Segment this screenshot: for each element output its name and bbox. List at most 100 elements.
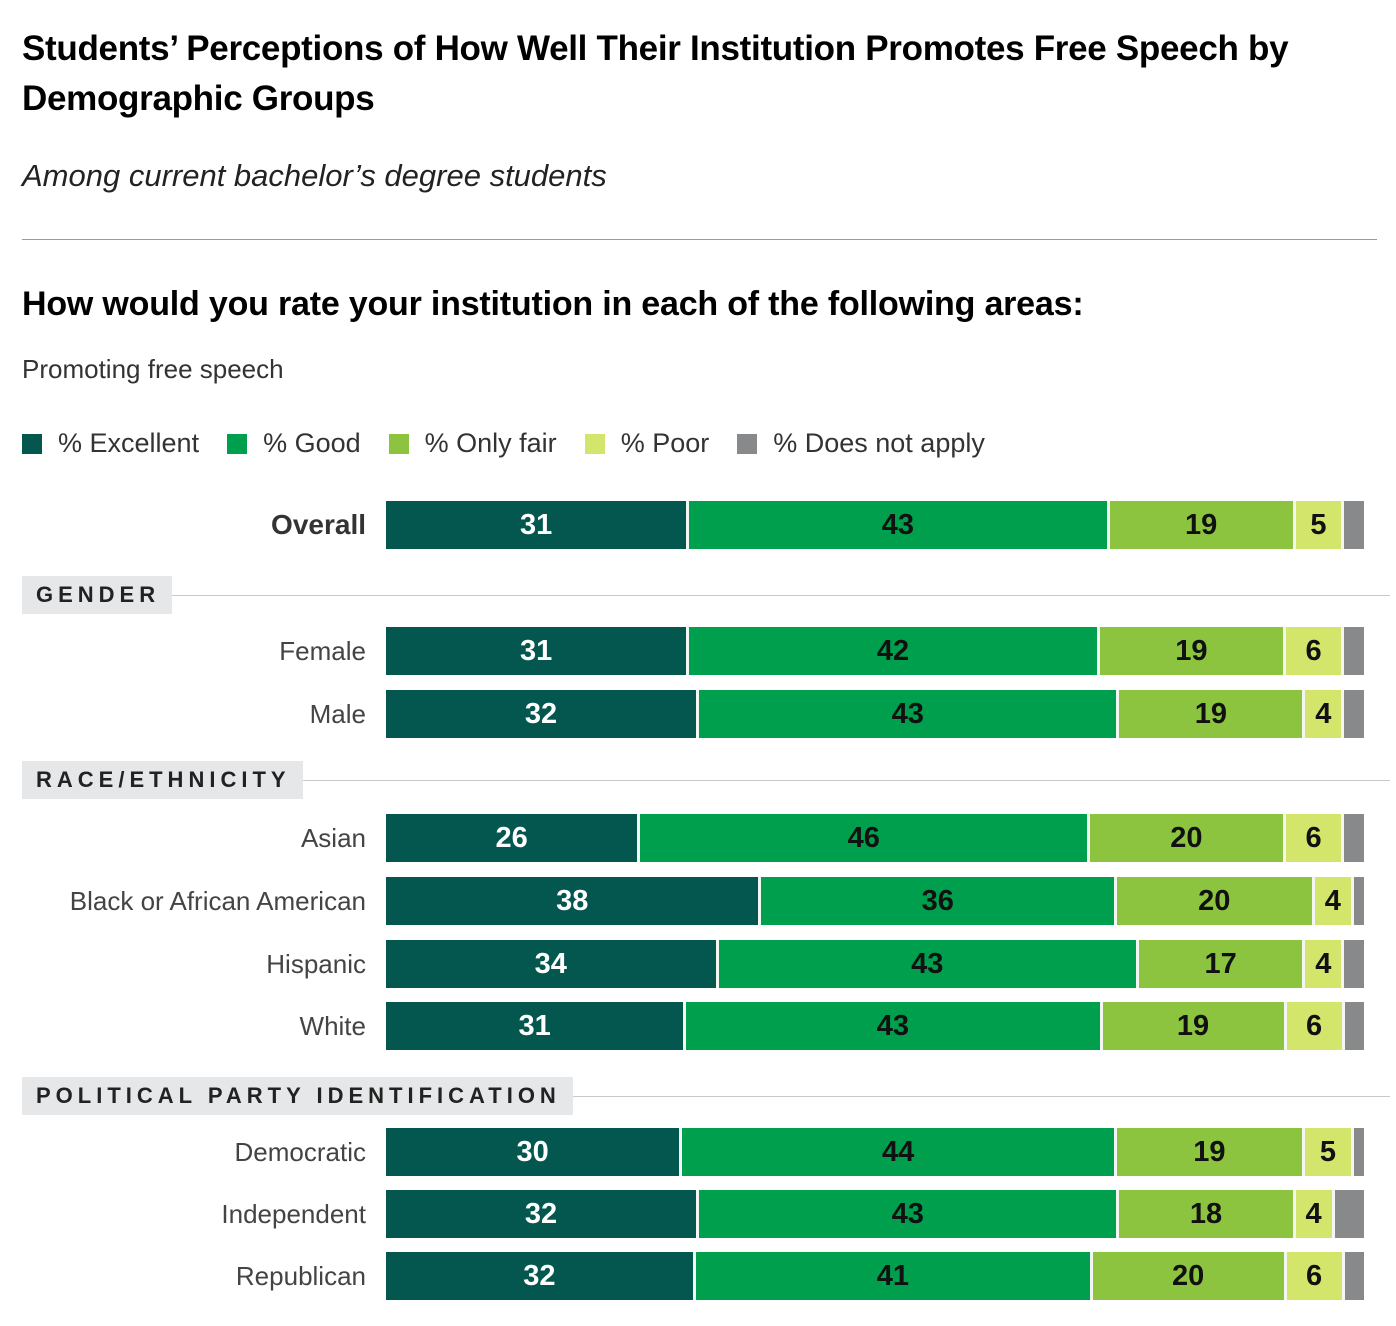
bar-segment-good: 43: [698, 690, 1120, 738]
stacked-bar: 34 43 17 4: [386, 940, 1364, 988]
row-label: Black or African American: [69, 886, 366, 916]
bar-segment-good: 46: [640, 814, 1091, 862]
bar-segment-excellent: 32: [386, 1190, 699, 1238]
bar-segment-good: 43: [698, 1190, 1120, 1238]
data-label: 4: [1324, 884, 1341, 917]
group-label: GENDER: [22, 576, 173, 614]
legend-label: % Poor: [620, 428, 710, 458]
bar-segment-poor: 6: [1285, 814, 1345, 862]
data-label: 19: [1193, 1135, 1226, 1168]
legend-swatch: [388, 433, 409, 454]
data-label: 4: [1305, 1197, 1322, 1230]
bar-segment-does-not-apply: [1344, 690, 1364, 738]
bar-segment-poor: 4: [1305, 940, 1345, 988]
data-label: 31: [518, 1009, 551, 1042]
data-label: 19: [1184, 508, 1218, 541]
data-label: 46: [847, 821, 880, 854]
data-label: 43: [891, 697, 924, 730]
stacked-bar: 31 43 19 5: [386, 501, 1364, 549]
bar-segment-does-not-apply: [1344, 1002, 1364, 1050]
group-divider: [172, 594, 1390, 596]
bar-segment-poor: 5: [1304, 1128, 1355, 1176]
bar-row-white: White 31 43 19 6: [0, 1000, 1396, 1052]
data-label: 19: [1176, 1009, 1210, 1042]
row-label: Hispanic: [266, 949, 366, 979]
row-label: White: [299, 1011, 366, 1041]
divider: [22, 239, 1377, 240]
data-label: 20: [1170, 821, 1203, 854]
data-label: 17: [1204, 947, 1237, 980]
bar-segment-only-fair: 20: [1092, 1252, 1287, 1300]
chart-title: Students’ Perceptions of How Well Their …: [22, 29, 1289, 118]
row-label: Republican: [235, 1261, 366, 1291]
stacked-bar: 32 43 19 4: [386, 690, 1364, 738]
bar-segment-only-fair: 19: [1102, 1002, 1287, 1050]
data-label: 43: [881, 508, 915, 541]
data-label: 20: [1172, 1259, 1205, 1292]
bar-segment-does-not-apply: [1344, 814, 1364, 862]
stacked-bar: 31 42 19 6: [386, 627, 1364, 675]
bar-segment-does-not-apply: [1344, 940, 1364, 988]
data-label: 20: [1198, 884, 1231, 917]
bar-segment-excellent: 34: [386, 940, 719, 988]
row-label: Asian: [300, 823, 366, 853]
bar-segment-poor: 6: [1286, 1252, 1345, 1300]
bar-segment-excellent: 32: [386, 690, 699, 738]
bar-segment-poor: 4: [1295, 1190, 1335, 1238]
data-label: 26: [495, 821, 528, 854]
data-label: 43: [876, 1009, 909, 1042]
bar-row-male: Male 32 43 19 4: [0, 688, 1396, 740]
legend-item-does-not-apply: % Does not apply: [737, 428, 985, 459]
bar-segment-only-fair: 19: [1099, 627, 1286, 675]
data-label: 4: [1315, 697, 1332, 730]
legend-swatch: [22, 433, 42, 454]
bar-segment-does-not-apply: [1354, 1128, 1364, 1176]
legend-item-good: % Good: [227, 428, 361, 459]
legend: % Excellent % Good % Only fair % Poor % …: [22, 428, 1013, 459]
group-divider: [302, 779, 1390, 781]
bar-segment-good: 41: [695, 1252, 1093, 1300]
bar-row-asian: Asian 26 46 20 6: [0, 812, 1396, 864]
bar-segment-excellent: 26: [386, 814, 641, 862]
data-label: 43: [891, 1197, 924, 1230]
data-label: 38: [556, 884, 589, 917]
data-label: 6: [1305, 634, 1322, 667]
data-label: 6: [1305, 821, 1322, 854]
stacked-bar: 31 43 19 6: [386, 1002, 1364, 1050]
data-label: 6: [1305, 1259, 1323, 1292]
bar-segment-good: 43: [689, 501, 1110, 549]
data-label: 19: [1175, 634, 1208, 667]
stacked-bar: 26 46 20 6: [386, 814, 1364, 862]
row-label: Overall: [271, 509, 366, 540]
bar-segment-excellent: 31: [386, 501, 690, 549]
bar-row-democratic: Democratic 30 44 19 5: [0, 1126, 1396, 1178]
data-label: 32: [524, 1197, 558, 1230]
bar-row-independent: Independent 32 43 18 4: [0, 1188, 1396, 1240]
bar-segment-only-fair: 20: [1090, 814, 1286, 862]
stacked-bar: 32 41 20 6: [386, 1252, 1364, 1300]
data-label: 19: [1194, 697, 1228, 730]
data-label: 5: [1319, 1135, 1336, 1168]
data-label: 18: [1189, 1197, 1223, 1230]
bar-segment-only-fair: 19: [1109, 501, 1296, 549]
bar-segment-poor: 4: [1305, 690, 1345, 738]
data-label: 34: [534, 947, 567, 980]
legend-label: % Excellent: [58, 428, 200, 458]
legend-label: % Good: [263, 428, 361, 458]
bar-row-overall: Overall 31 43 19 5: [0, 499, 1396, 551]
bar-segment-poor: 4: [1314, 877, 1355, 925]
bar-segment-good: 43: [718, 940, 1140, 988]
legend-swatch: [737, 433, 758, 454]
bar-segment-does-not-apply: [1344, 627, 1364, 675]
row-label: Male: [309, 699, 366, 729]
legend-swatch: [584, 433, 605, 454]
area-label: Promoting free speech: [22, 354, 284, 384]
legend-item-excellent: % Excellent: [22, 428, 199, 459]
data-label: 6: [1305, 1009, 1323, 1042]
legend-item-only-fair: % Only fair: [388, 428, 557, 459]
chart-subtitle: Among current bachelor’s degree students: [22, 158, 607, 193]
legend-item-poor: % Poor: [584, 428, 710, 459]
bar-segment-poor: 6: [1286, 1002, 1345, 1050]
question-heading: How would you rate your institution in e…: [22, 285, 1084, 323]
data-label: 42: [876, 634, 910, 667]
